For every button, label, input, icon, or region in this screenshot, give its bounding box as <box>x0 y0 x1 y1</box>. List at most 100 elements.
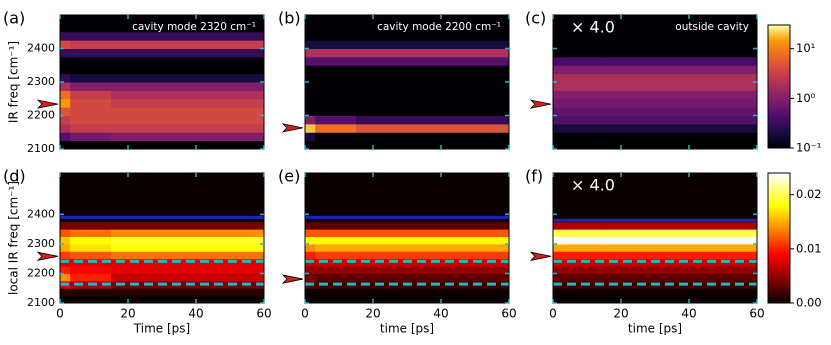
heat-cell <box>356 295 509 303</box>
heat-cell <box>553 288 564 297</box>
colorbar-tick-label: 0.00 <box>796 296 822 310</box>
heat-cell <box>60 251 71 260</box>
frequency-marker <box>529 99 552 109</box>
heat-cell <box>356 236 509 245</box>
heat-cell <box>604 31 757 41</box>
colorbar-step <box>768 35 790 38</box>
colorbar-step <box>768 229 790 232</box>
colorbar-step <box>768 220 790 224</box>
heat-cell <box>604 251 757 260</box>
heat-cell <box>553 140 564 149</box>
colorbar-step <box>768 135 790 139</box>
heat-cell <box>305 288 316 297</box>
colorbar-step <box>768 121 790 124</box>
heat-cell <box>60 48 71 58</box>
heat-cell <box>60 65 71 75</box>
colorbar-step <box>768 283 790 287</box>
heat-cell <box>315 140 357 149</box>
heat-cell <box>111 266 264 274</box>
colorbar-step <box>768 137 790 141</box>
heat-cell <box>70 173 112 186</box>
heat-cell <box>305 31 316 41</box>
heat-cell <box>563 266 605 274</box>
heat-cell <box>553 90 564 100</box>
heat-cell <box>356 229 509 238</box>
colorbar-step <box>768 212 790 215</box>
x-axis-label: time [ps] <box>380 322 434 336</box>
heat-cell <box>315 123 357 133</box>
heat-cell <box>563 214 605 223</box>
colorbar-step <box>768 287 790 291</box>
heat-cell <box>315 273 357 282</box>
heat-cell <box>305 221 316 230</box>
heat-cell <box>563 288 605 297</box>
heat-cell <box>70 221 112 230</box>
heat-cell <box>604 115 757 125</box>
heat-cell <box>553 251 564 260</box>
colorbar-step <box>768 253 790 256</box>
heat-cell <box>356 266 509 274</box>
colorbar-step <box>768 39 790 42</box>
x-tick-label: 40 <box>188 307 203 321</box>
heat-cell <box>563 40 605 49</box>
heat-cell <box>315 73 357 83</box>
heat-cell <box>356 243 509 252</box>
heat-cell <box>604 40 757 49</box>
scale-note: × 4.0 <box>571 18 615 37</box>
colorbar-step <box>768 296 790 300</box>
heat-cell <box>553 48 564 58</box>
colorbar-step <box>768 199 790 202</box>
heat-cell <box>356 23 509 33</box>
heat-cell <box>604 56 757 66</box>
frequency-marker <box>281 274 304 284</box>
plot-frame <box>59 172 265 304</box>
colorbar-step <box>768 107 790 110</box>
plot-area <box>305 15 509 149</box>
plot-frame <box>304 172 510 304</box>
heat-cell <box>356 40 509 49</box>
heat-cell <box>111 173 264 186</box>
heat-cell <box>563 90 605 100</box>
panel-label: (a) <box>3 9 25 28</box>
heat-cell <box>604 132 757 142</box>
colorbar-tick-label: 10⁻¹ <box>796 141 821 155</box>
colorbar-step <box>768 119 790 122</box>
colorbar-step <box>768 41 790 44</box>
heat-cell <box>604 82 757 91</box>
plot-area <box>60 15 264 149</box>
heat-cell <box>111 115 264 125</box>
plot-area <box>553 173 757 303</box>
heat-cell <box>111 295 264 303</box>
heat-cell <box>604 273 757 282</box>
heat-cell <box>60 236 71 245</box>
heat-cell <box>305 40 316 49</box>
colorbar-step <box>768 115 790 118</box>
colorbar-step <box>768 70 790 73</box>
y-tick-label: 2200 <box>27 109 55 122</box>
heat-cell <box>553 192 564 201</box>
heat-cell <box>604 236 757 245</box>
x-tick-label: 40 <box>433 307 448 321</box>
panel-label: (b) <box>278 9 301 28</box>
heat-cell <box>356 65 509 75</box>
heat-cell <box>604 229 757 238</box>
heat-cell <box>70 90 112 100</box>
colorbar-step <box>768 270 790 274</box>
annotation: cavity mode 2200 cm⁻¹ <box>377 21 501 33</box>
colorbar-step <box>768 45 790 49</box>
heat-cell <box>111 65 264 75</box>
colorbar-step <box>768 279 790 282</box>
heat-cell <box>60 192 71 201</box>
heat-cell <box>315 206 357 215</box>
heat-cell <box>60 123 71 133</box>
heat-cell <box>70 236 112 245</box>
heat-cell <box>305 48 316 58</box>
heat-cell <box>553 15 564 24</box>
heat-cell <box>315 288 357 297</box>
frequency-marker <box>36 99 59 109</box>
heat-cell <box>111 82 264 91</box>
heat-cell <box>563 184 605 193</box>
heat-cell <box>604 15 757 24</box>
heat-cell <box>604 23 757 33</box>
colorbar-step <box>768 272 790 276</box>
